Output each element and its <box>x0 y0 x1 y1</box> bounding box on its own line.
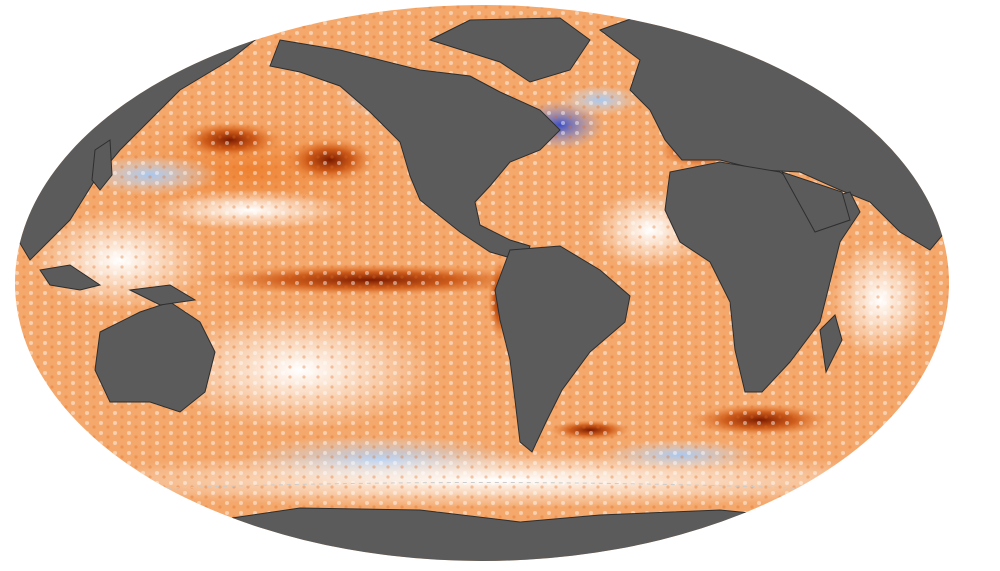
greenland <box>428 17 591 83</box>
madagascar <box>819 314 843 374</box>
north-america <box>269 39 561 263</box>
new-guinea <box>128 284 197 306</box>
graticule <box>15 482 949 496</box>
south-america <box>494 245 631 453</box>
japan <box>91 139 113 191</box>
indonesia <box>39 264 102 291</box>
arabia <box>780 171 851 233</box>
